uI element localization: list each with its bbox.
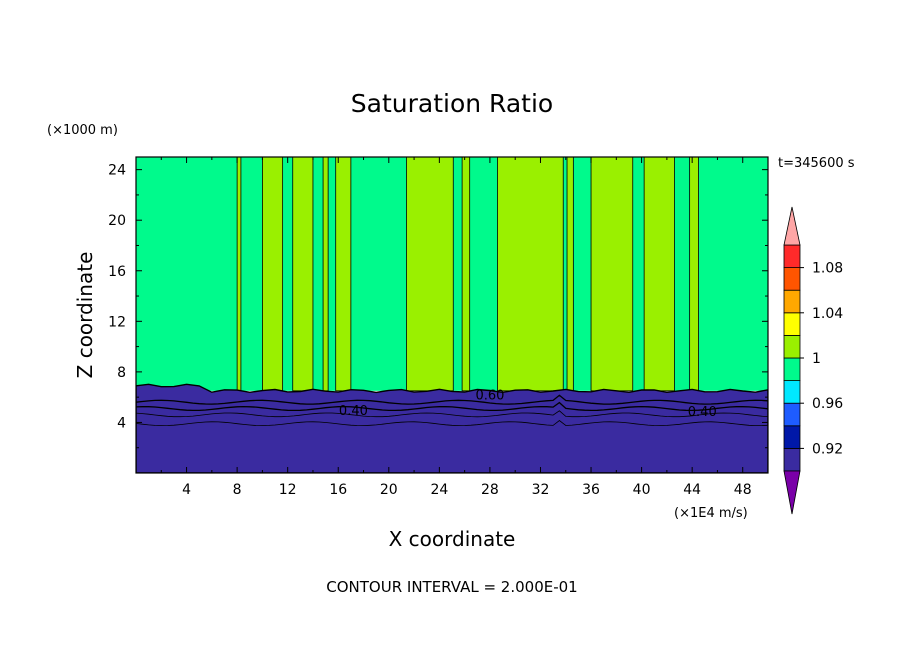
y-unit-label: (×1000 m) — [47, 123, 118, 138]
colorbar-segment-3 — [783, 402, 801, 427]
x-tick-label-20: 20 — [380, 482, 398, 498]
y-tick-label-8: 8 — [117, 365, 126, 381]
colorbar-segment-4 — [783, 380, 801, 404]
x-tick-label-44: 44 — [683, 482, 701, 498]
band-7 — [461, 157, 471, 392]
time-label: t=345600 s — [778, 156, 855, 171]
band-9 — [566, 157, 574, 392]
plot-area: 0.40 0.60 0.40 — [136, 157, 768, 473]
colorbar-segment-9 — [783, 267, 801, 291]
contour-label-2: 0.60 — [475, 389, 504, 404]
contour-line-4 — [136, 419, 768, 427]
y-tick-label-24: 24 — [108, 163, 126, 179]
x-tick-label-24: 24 — [430, 482, 448, 498]
x-tick-label-28: 28 — [481, 482, 499, 498]
band-6 — [406, 157, 454, 392]
colorbar-low-extension — [783, 470, 801, 515]
colorbar-segment-5 — [783, 357, 801, 382]
x-axis-label: X coordinate — [389, 527, 516, 551]
contour-interval-footer: CONTOUR INTERVAL = 2.000E-01 — [326, 578, 577, 596]
contour-label-3: 0.40 — [688, 405, 717, 420]
x-tick-label-32: 32 — [532, 482, 550, 498]
colorbar-segment-10 — [783, 244, 801, 269]
colorbar-segment-1 — [783, 447, 801, 472]
colorbar-segment-6 — [783, 334, 801, 359]
x-tick-label-16: 16 — [329, 482, 347, 498]
y-tick-label-20: 20 — [108, 213, 126, 229]
x-tick-label-40: 40 — [633, 482, 651, 498]
x-tick-label-4: 4 — [182, 482, 191, 498]
colorbar-label-5: 1.08 — [812, 261, 843, 277]
colorbar-segment-2 — [783, 425, 801, 449]
x-tick-label-12: 12 — [279, 482, 297, 498]
band-12 — [689, 157, 699, 392]
y-tick-label-4: 4 — [117, 415, 126, 431]
contour-line-3 — [136, 410, 768, 418]
colorbar-label-3: 1 — [812, 351, 821, 367]
region-subsaturated-layer — [136, 383, 768, 473]
plot-frame — [135, 156, 769, 474]
y-tick-label-16: 16 — [108, 264, 126, 280]
band-3 — [292, 157, 314, 392]
contour-line-1 — [136, 394, 768, 405]
colorbar-segment-7 — [783, 312, 801, 336]
band-4 — [322, 157, 329, 392]
band-8 — [497, 157, 564, 392]
y-axis-label: Z coordinate — [73, 252, 97, 379]
colorbar: 0.92 0.96 1 1.04 1.08 — [783, 206, 843, 515]
band-11 — [643, 157, 675, 392]
band-5 — [335, 157, 352, 392]
x-unit-label: (×1E4 m/s) — [674, 506, 748, 521]
contour-line-2 — [136, 401, 768, 412]
contour-label-1: 0.40 — [339, 404, 368, 419]
y-tick-label-12: 12 — [108, 314, 126, 330]
band-1 — [236, 157, 242, 392]
colorbar-segment-8 — [783, 289, 801, 314]
band-2 — [261, 157, 284, 392]
x-tick-label-48: 48 — [734, 482, 752, 498]
colorbar-high-extension — [783, 206, 801, 246]
colorbar-label-2: 0.96 — [812, 396, 843, 412]
x-tick-label-36: 36 — [582, 482, 600, 498]
colorbar-label-4: 1.04 — [812, 306, 843, 322]
chart-title: Saturation Ratio — [351, 89, 553, 118]
band-10 — [590, 157, 634, 392]
colorbar-label-1: 0.92 — [812, 441, 843, 457]
x-tick-label-8: 8 — [233, 482, 242, 498]
